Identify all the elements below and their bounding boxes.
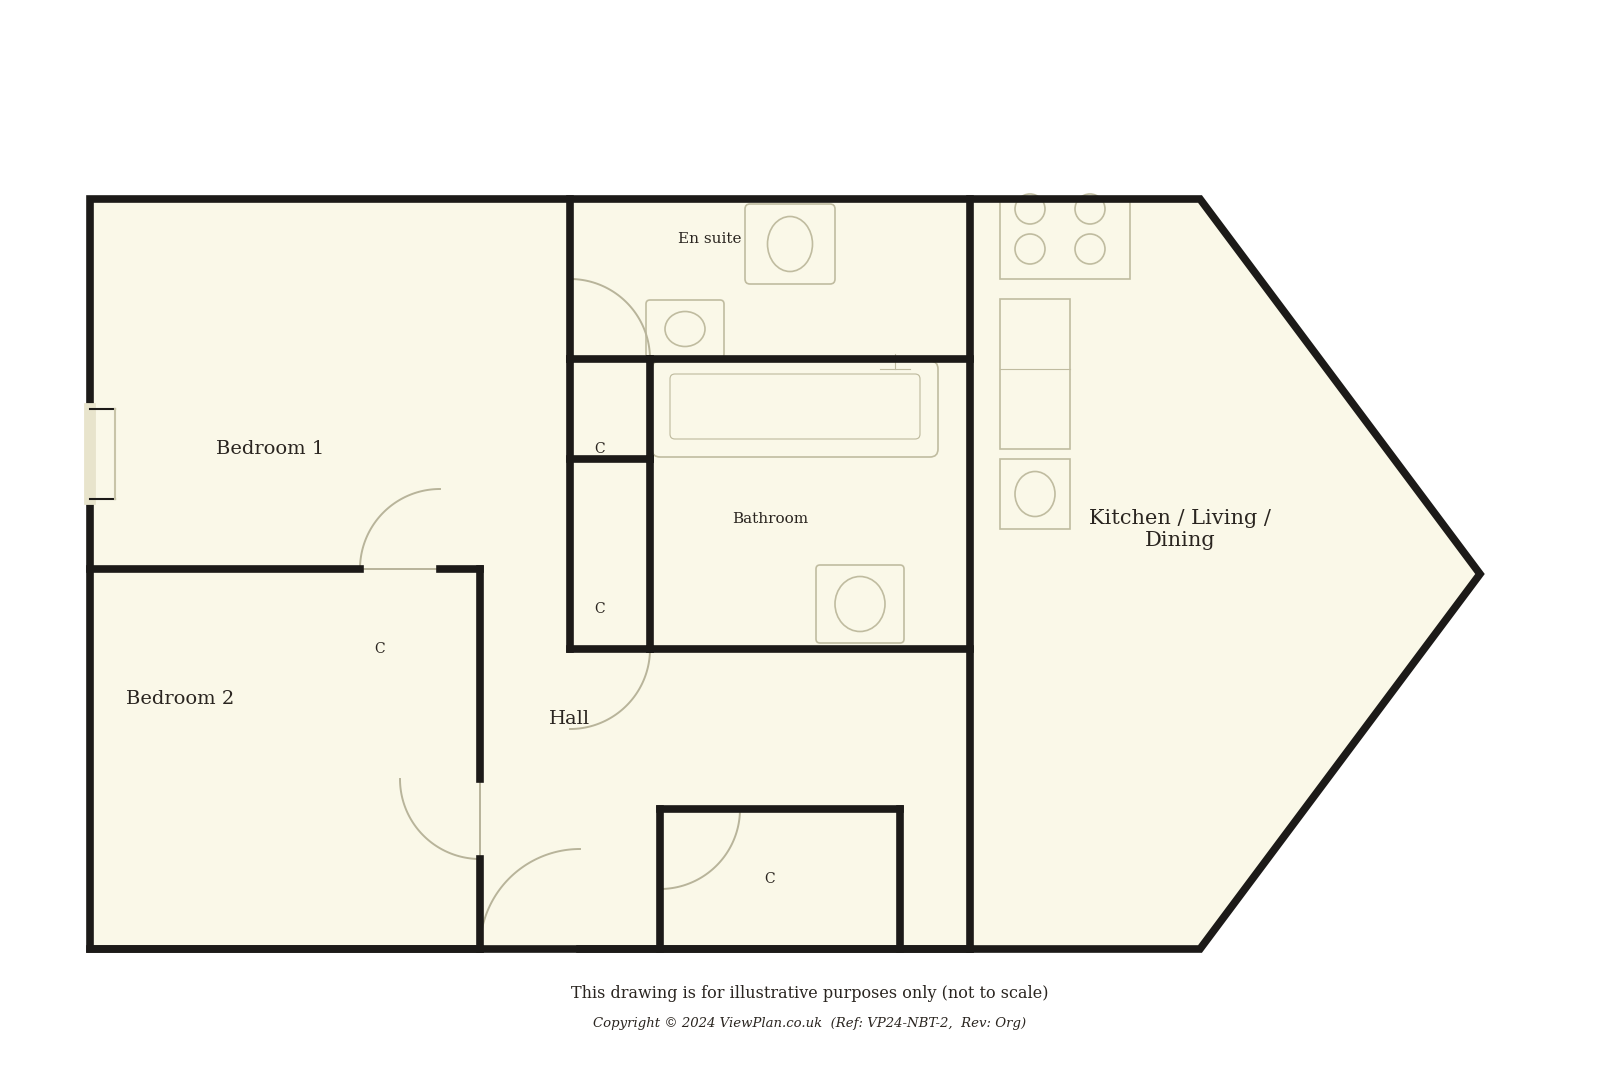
Text: C: C (595, 602, 606, 616)
FancyBboxPatch shape (646, 300, 724, 358)
Text: Bedroom 1: Bedroom 1 (215, 440, 324, 457)
FancyBboxPatch shape (671, 374, 920, 439)
Bar (1000, 459, 1069, 529)
Text: This drawing is for illustrative purposes only (not to scale): This drawing is for illustrative purpose… (572, 985, 1048, 1002)
FancyBboxPatch shape (651, 361, 938, 457)
Text: Kitchen / Living /
Dining: Kitchen / Living / Dining (1089, 508, 1272, 549)
FancyBboxPatch shape (816, 565, 904, 643)
Bar (1000, 199, 1131, 279)
Text: Bathroom: Bathroom (732, 513, 808, 525)
Text: C: C (765, 872, 776, 886)
FancyBboxPatch shape (745, 204, 834, 284)
Text: C: C (595, 442, 606, 456)
Ellipse shape (664, 312, 705, 346)
Text: Hall: Hall (549, 710, 591, 728)
Polygon shape (91, 199, 1481, 950)
Ellipse shape (834, 576, 885, 631)
Text: Copyright © 2024 ViewPlan.co.uk  (Ref: VP24-NBT-2,  Rev: Org): Copyright © 2024 ViewPlan.co.uk (Ref: VP… (593, 1017, 1027, 1030)
Text: Bedroom 2: Bedroom 2 (126, 689, 235, 708)
Text: En suite: En suite (679, 232, 742, 246)
Bar (1000, 299, 1069, 449)
Ellipse shape (768, 217, 813, 272)
Text: C: C (374, 642, 386, 656)
